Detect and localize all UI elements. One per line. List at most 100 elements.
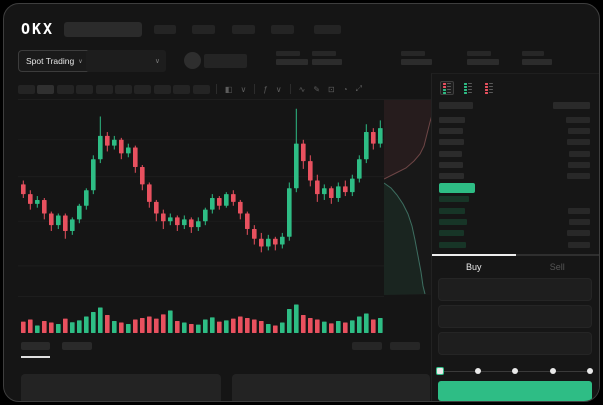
interval-button[interactable] [153,84,171,94]
orderbook [439,114,590,250]
nav-menu-item[interactable] [192,25,215,34]
bid-price-placeholder [439,219,467,226]
chevron-down-icon[interactable]: ∨ [240,84,247,94]
ask-amount-placeholder [567,173,590,180]
bid-amount-placeholder [569,219,590,226]
order-input-field[interactable] [438,332,592,355]
slider-handle[interactable] [436,367,444,375]
amount-column-header [553,102,590,109]
nav-menu-item[interactable] [314,25,341,34]
interval-button[interactable] [76,84,94,94]
bottom-tab[interactable] [21,342,50,358]
orderbook-ask-row[interactable] [439,137,590,148]
stat-value-placeholder [401,59,432,65]
bid-price-placeholder [439,230,464,237]
amount-slider[interactable] [436,366,593,376]
orderbook-icon-row [443,88,451,91]
buy-submit-button[interactable] [438,381,592,401]
interval-button[interactable] [192,84,210,94]
nav-menu-item[interactable] [232,25,255,34]
interval-button[interactable] [18,84,35,94]
chevron-down-icon: ∨ [154,58,160,65]
orderbook-ask-row[interactable] [439,170,590,181]
orderbook-ask-row[interactable] [439,148,590,159]
history-icon[interactable]: ◔ [342,84,348,94]
coin-avatar[interactable] [184,52,201,69]
search-input[interactable] [64,22,142,37]
draw-icon[interactable]: ✎ [313,84,321,94]
orderbook-bid-row[interactable] [439,228,590,239]
bottom-action-placeholder[interactable] [352,342,382,350]
bid-amount-placeholder [567,230,590,237]
bid-amount-placeholder [568,241,590,248]
color-dot [464,85,467,88]
stat-label-placeholder [312,51,336,56]
indicators-icon[interactable]: ƒ [263,84,268,94]
interval-button[interactable] [56,84,74,94]
interval-button[interactable] [114,84,132,94]
orderbook-bid-row[interactable] [439,194,590,205]
market-type-selector[interactable]: Spot Trading ∨ [18,50,91,72]
line [467,82,472,85]
interval-button[interactable] [95,84,113,94]
orderbook-ask-row[interactable] [439,159,590,170]
ask-price-placeholder [439,173,464,180]
interval-button[interactable] [37,84,55,94]
line-tools-icon[interactable]: ∿ [298,84,306,94]
stat-value-placeholder [522,59,552,65]
line [467,88,472,91]
line [488,82,493,85]
bid-price-placeholder [439,196,469,203]
orderbook-bid-row[interactable] [439,239,590,250]
last-price-badge[interactable] [439,182,475,193]
color-dot [443,85,446,88]
bid-amount-placeholder [568,207,590,214]
last-price-row[interactable] [439,182,590,194]
line [446,88,451,91]
nav-menu-item[interactable] [271,25,294,34]
chevron-down-icon[interactable]: ∨ [275,84,282,94]
ask-price-placeholder [439,116,465,123]
tab-sell[interactable]: Sell [549,262,565,272]
color-dot [464,88,467,91]
bottom-action-placeholder[interactable] [390,342,420,350]
color-dot [485,82,488,85]
orderbook-bid-row[interactable] [439,205,590,216]
slider-stop[interactable] [474,368,481,374]
stat-value-placeholder [312,59,342,65]
bottom-panel-placeholder [232,374,430,401]
ask-amount-placeholder [566,116,590,123]
orderbook-icon-row [464,91,472,94]
price-column-header [439,102,473,109]
slider-stop[interactable] [587,368,593,374]
orderbook-combined-icon[interactable] [440,81,454,95]
chart-style-icon[interactable]: ◧ [224,84,233,94]
nav-menu-item[interactable] [154,25,176,34]
pair-selector[interactable]: ∨ [86,50,166,72]
line [488,91,493,94]
line [488,85,493,88]
screenshot-icon[interactable]: ⊡ [328,84,335,94]
orderbook-bid-row[interactable] [439,216,590,227]
ticker-stat [467,51,501,65]
orderbook-bids-icon[interactable] [461,81,475,95]
orderbook-ask-row[interactable] [439,114,590,125]
slider-stop[interactable] [512,368,518,374]
fullscreen-icon[interactable]: ⤢ [355,84,362,93]
order-input-field[interactable] [438,305,592,328]
ask-price-placeholder [439,150,462,157]
interval-button[interactable] [134,84,152,94]
order-input-field[interactable] [438,278,592,301]
line [446,85,451,88]
tab-buy[interactable]: Buy [465,262,482,272]
ask-price-placeholder [439,139,464,146]
bottom-tab[interactable] [62,342,92,350]
orderbook-ask-row[interactable] [439,125,590,136]
slider-stop[interactable] [549,368,556,374]
stat-label-placeholder [467,51,491,56]
candlestick-chart[interactable] [18,101,384,296]
interval-button[interactable] [173,84,191,94]
pair-name-placeholder[interactable] [204,54,247,68]
orderbook-icon-row [443,91,451,94]
orderbook-asks-icon[interactable] [482,81,496,95]
